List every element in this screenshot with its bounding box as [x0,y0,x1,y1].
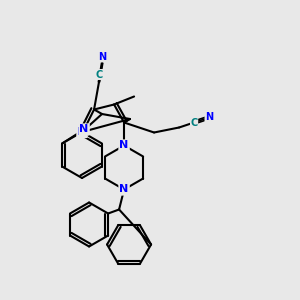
Text: N: N [80,124,89,134]
Text: N: N [77,127,87,137]
Text: C: C [95,70,103,80]
Text: N: N [119,140,129,151]
Text: N: N [205,112,213,122]
Text: N: N [119,184,129,194]
Text: N: N [98,52,106,61]
Text: C: C [190,118,198,128]
